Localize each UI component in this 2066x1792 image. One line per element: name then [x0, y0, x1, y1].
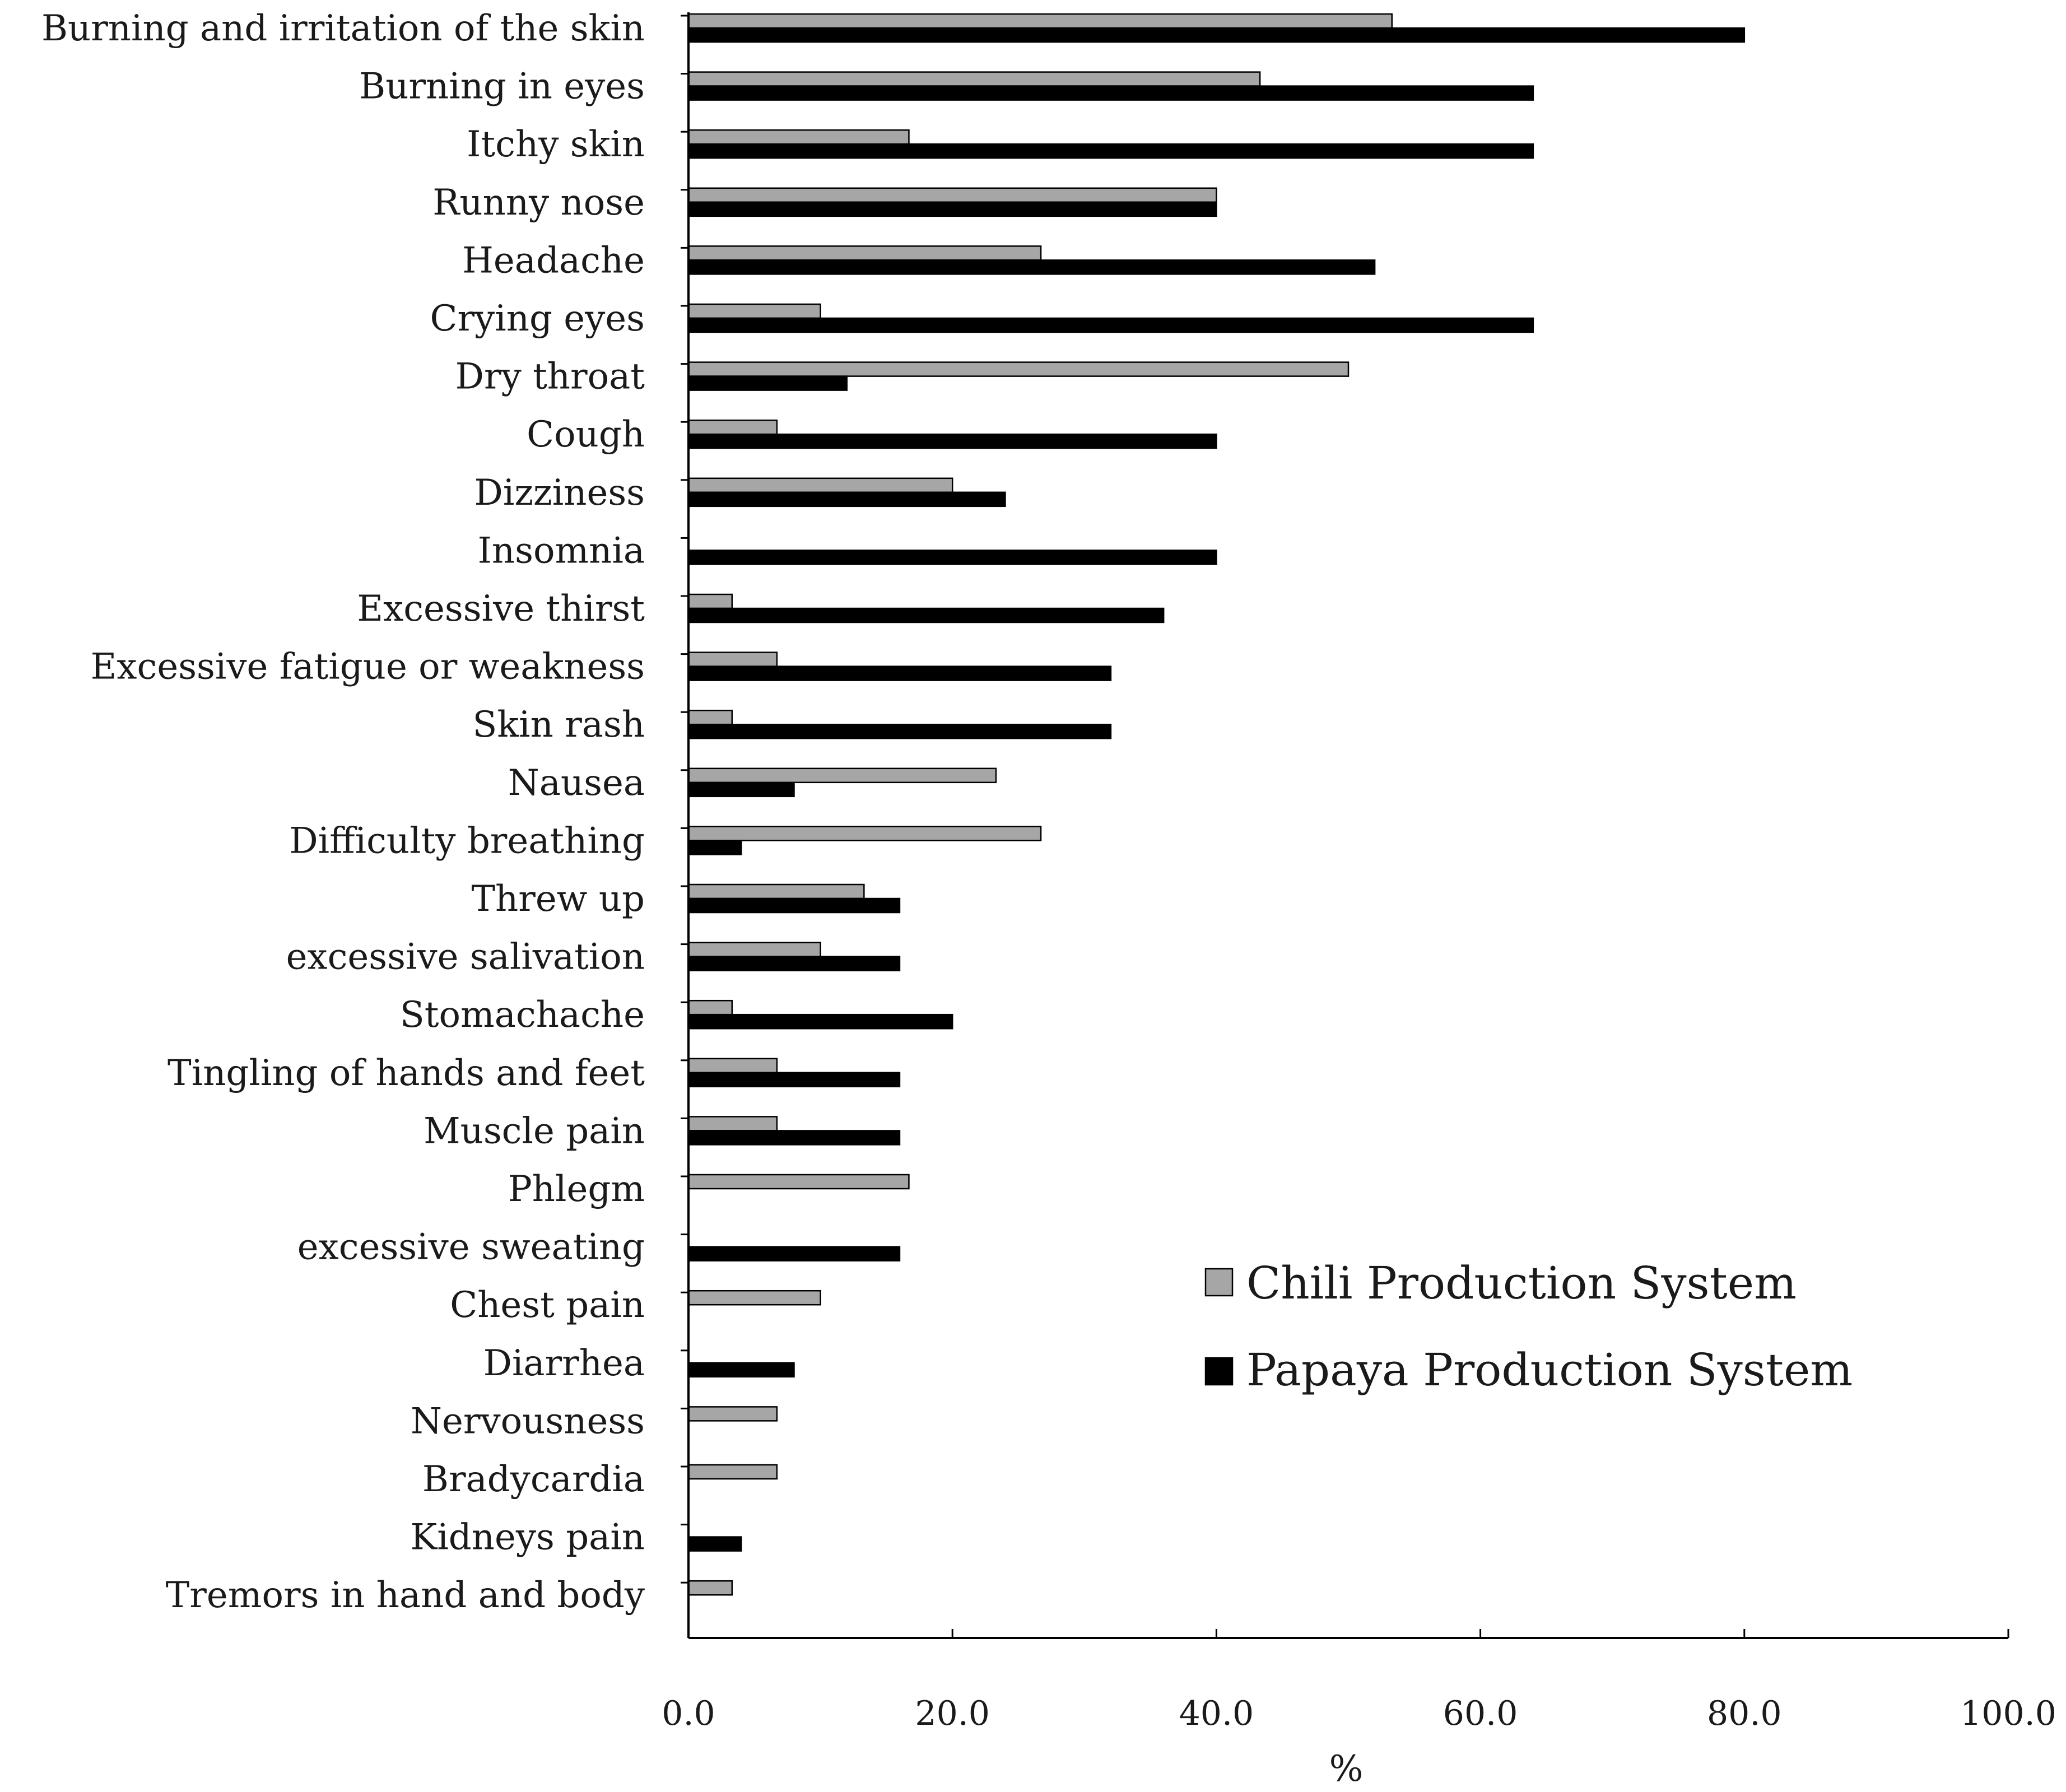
- category-label: Kidneys pain: [411, 1517, 645, 1558]
- legend-swatch-papaya: [1204, 1357, 1234, 1386]
- bar-chili: [687, 826, 1042, 841]
- category-label: Excessive fatigue or weakness: [91, 646, 645, 688]
- bar-chili: [687, 1290, 821, 1306]
- bar-papaya: [687, 259, 1376, 275]
- bar-papaya: [687, 956, 901, 971]
- bar-chili: [687, 361, 1350, 377]
- category-label: Itchy skin: [467, 124, 645, 165]
- x-tick-label: 40.0: [1179, 1694, 1254, 1733]
- category-label: excessive salivation: [286, 937, 645, 978]
- bar-papaya: [687, 1246, 901, 1262]
- bar-papaya: [687, 781, 795, 798]
- bar-chili: [687, 651, 778, 667]
- bar-papaya: [687, 201, 1217, 217]
- category-label: Cough: [527, 414, 645, 455]
- bar-papaya: [687, 433, 1217, 449]
- legend-label-chili: Chili Production System: [1246, 1257, 1797, 1309]
- category-label: Bradycardia: [422, 1459, 645, 1500]
- category-label: Nausea: [508, 762, 645, 804]
- category-label: Insomnia: [478, 530, 645, 571]
- category-label: Diarrhea: [483, 1343, 645, 1384]
- bar-chili: [687, 709, 733, 725]
- bar-chili: [687, 999, 733, 1016]
- x-tick-label: 60.0: [1443, 1694, 1518, 1733]
- x-ticks: 0.0 20.0 40.0 60.0 80.0 100.0: [662, 1629, 2056, 1733]
- bar-papaya: [687, 840, 742, 855]
- category-label: Dizziness: [474, 472, 645, 514]
- bar-papaya: [687, 550, 1217, 565]
- bar-chili: [687, 13, 1393, 29]
- bar-chili: [687, 71, 1261, 87]
- bar-chili: [687, 883, 865, 900]
- category-label: Headache: [462, 240, 645, 281]
- category-label: Tremors in hand and body: [166, 1575, 645, 1616]
- x-tick-label: 80.0: [1707, 1694, 1782, 1733]
- bar-chili: [687, 303, 821, 319]
- category-label: Excessive thirst: [357, 588, 645, 630]
- bar-papaya: [687, 1130, 901, 1146]
- bar-chili: [687, 245, 1042, 261]
- bar-papaya: [687, 375, 848, 391]
- category-label: Runny nose: [432, 182, 645, 224]
- bar-papaya: [687, 85, 1534, 101]
- x-tick-label: 100.0: [1960, 1694, 2056, 1733]
- axes-layer: [687, 12, 2008, 1639]
- category-label: Threw up: [471, 878, 645, 920]
- bar-papaya: [687, 143, 1534, 159]
- bar-chili: [687, 187, 1217, 203]
- bar-papaya: [687, 723, 1112, 739]
- bar-chili: [687, 767, 997, 784]
- bar-chili: [687, 1174, 910, 1190]
- category-label: Dry throat: [455, 356, 645, 398]
- bar-papaya: [687, 1536, 742, 1552]
- bar-papaya: [687, 1072, 901, 1088]
- bar-chili: [687, 1464, 778, 1480]
- category-label: Crying eyes: [430, 298, 645, 339]
- bar-papaya: [687, 491, 1006, 508]
- category-label: Muscle pain: [424, 1110, 645, 1152]
- bar-papaya: [687, 317, 1534, 333]
- category-label: Phlegm: [508, 1169, 645, 1210]
- category-label: Stomachache: [400, 994, 645, 1036]
- bar-papaya: [687, 607, 1165, 623]
- bar-papaya: [687, 897, 901, 914]
- bar-chili: [687, 477, 953, 494]
- bar-chili: [687, 1116, 778, 1132]
- category-label: Skin rash: [473, 704, 645, 746]
- category-label: Burning in eyes: [359, 66, 645, 108]
- legend: Chili Production System Papaya Productio…: [1204, 1257, 1853, 1396]
- category-label: excessive sweating: [297, 1227, 645, 1268]
- bars-layer: [687, 13, 1746, 1596]
- bar-papaya: [687, 27, 1746, 43]
- category-label: Nervousness: [411, 1400, 645, 1442]
- bar-papaya: [687, 665, 1112, 681]
- bar-chili: [687, 1406, 778, 1422]
- bar-chili: [687, 129, 910, 145]
- bar-chili: [687, 1580, 733, 1596]
- x-tick-label: 0.0: [662, 1694, 715, 1733]
- x-tick-label: 20.0: [915, 1694, 990, 1733]
- bar-chili: [687, 1058, 778, 1074]
- category-label: Difficulty breathing: [289, 820, 645, 862]
- bar-papaya: [687, 1362, 795, 1378]
- category-labels: Burning and irritation of the skin Burnin…: [41, 8, 645, 1616]
- legend-label-papaya: Papaya Production System: [1246, 1344, 1853, 1396]
- bar-chili: [687, 593, 733, 609]
- bar-papaya: [687, 1013, 953, 1030]
- category-label: Chest pain: [450, 1284, 645, 1326]
- category-label: Tingling of hands and feet: [167, 1053, 645, 1094]
- category-ticks: [681, 15, 688, 1584]
- category-label: Burning and irritation of the skin: [41, 8, 645, 49]
- legend-swatch-chili: [1204, 1268, 1234, 1297]
- x-axis-title: %: [1329, 1748, 1364, 1790]
- bar-chili: [687, 942, 821, 957]
- bar-chili: [687, 419, 778, 435]
